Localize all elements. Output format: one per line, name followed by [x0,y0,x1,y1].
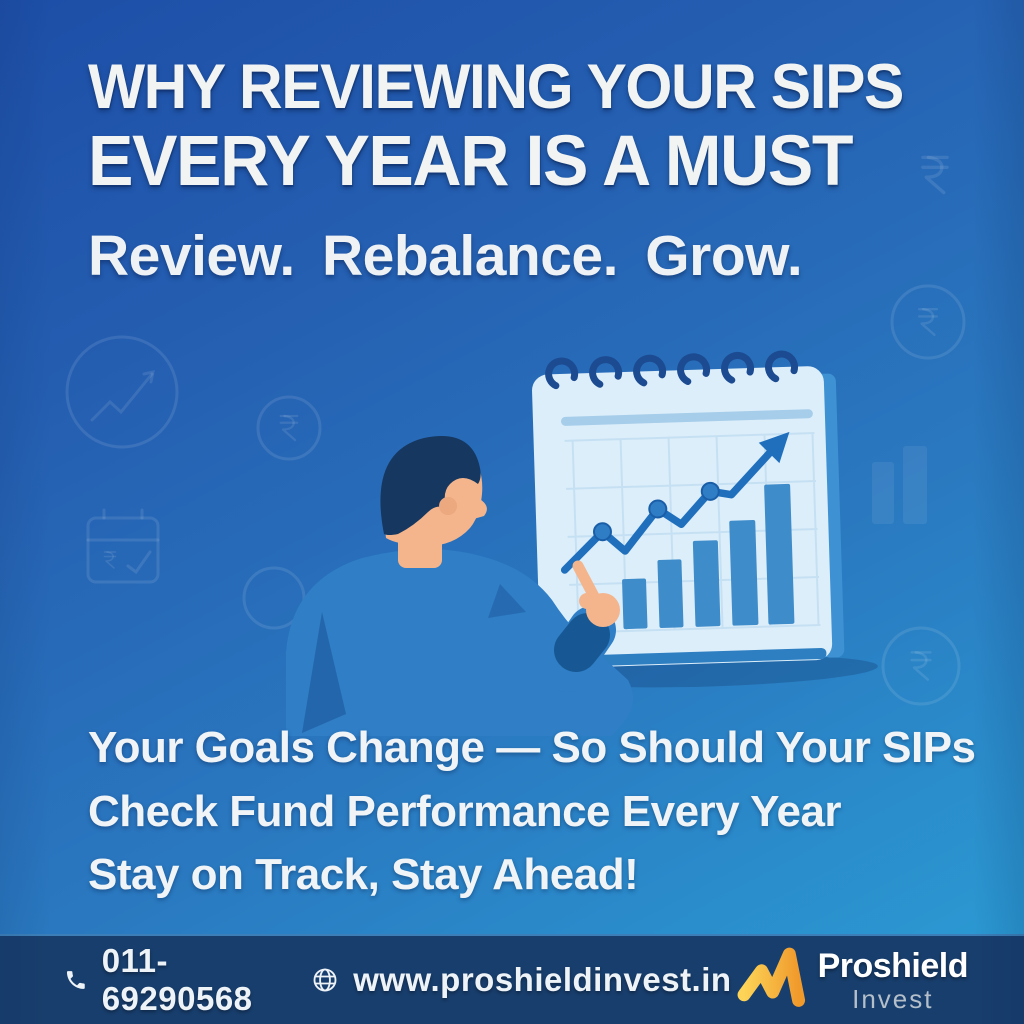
rupee-icon [921,155,949,195]
growth-bars [622,483,795,630]
investor-illustration [286,436,634,736]
ear [439,497,457,515]
brand-name: Proshield [817,946,969,985]
bullet-goals: Your Goals Change — So Should Your SIPs [88,723,976,772]
spiral-rings [545,350,798,390]
website-contact: www.proshieldinvest.in [311,961,731,999]
footer-bar: 011-69290568 www.proshieldinvest.in [0,934,1024,1024]
watermark-icons [65,155,966,706]
hair [380,436,481,535]
torso [286,549,634,736]
calendar-header-bar [560,409,813,426]
brand-suffix: Invest [852,983,934,1014]
bullet-stay-ahead: Stay on Track, Stay Ahead! [88,850,639,899]
rupee-coin-icon [256,395,322,461]
sweater-fold [302,612,346,733]
sleeve-cuff [554,613,610,672]
growth-line-arrow [560,431,790,574]
website-url: www.proshieldinvest.in [353,961,732,998]
headline-line1: WHY REVIEWING YOUR SIPS [88,52,904,122]
tagline: Review. Rebalance. Grow. [88,224,803,288]
rupee-coin-icon [881,626,961,706]
rupee-coin-icon [890,284,966,360]
trend-circle-icon [65,335,179,449]
calendar-illustration [532,350,878,688]
bullet-list: Your Goals Change — So Should Your SIPs … [88,716,976,907]
globe-icon [313,968,337,992]
growth-zigzag-icon [737,947,805,1007]
headline-line2: EVERY YEAR IS A MUST [88,122,854,201]
bullet-performance: Check Fund Performance Every Year [88,786,842,836]
brand-text: Proshield Invest [817,946,969,1014]
brand-logo: Proshield Invest [732,943,969,1017]
phone-icon [66,971,85,989]
bar-chart-icon [872,446,927,524]
sweater-fold [488,584,526,618]
pointing-hand [572,560,620,627]
phone-contact: 011-69290568 [64,942,273,1018]
nose [470,498,487,520]
phone-number: 011-69290568 [101,942,253,1017]
calendar-icon [86,508,160,584]
calendar-bottom-strip [546,647,827,668]
